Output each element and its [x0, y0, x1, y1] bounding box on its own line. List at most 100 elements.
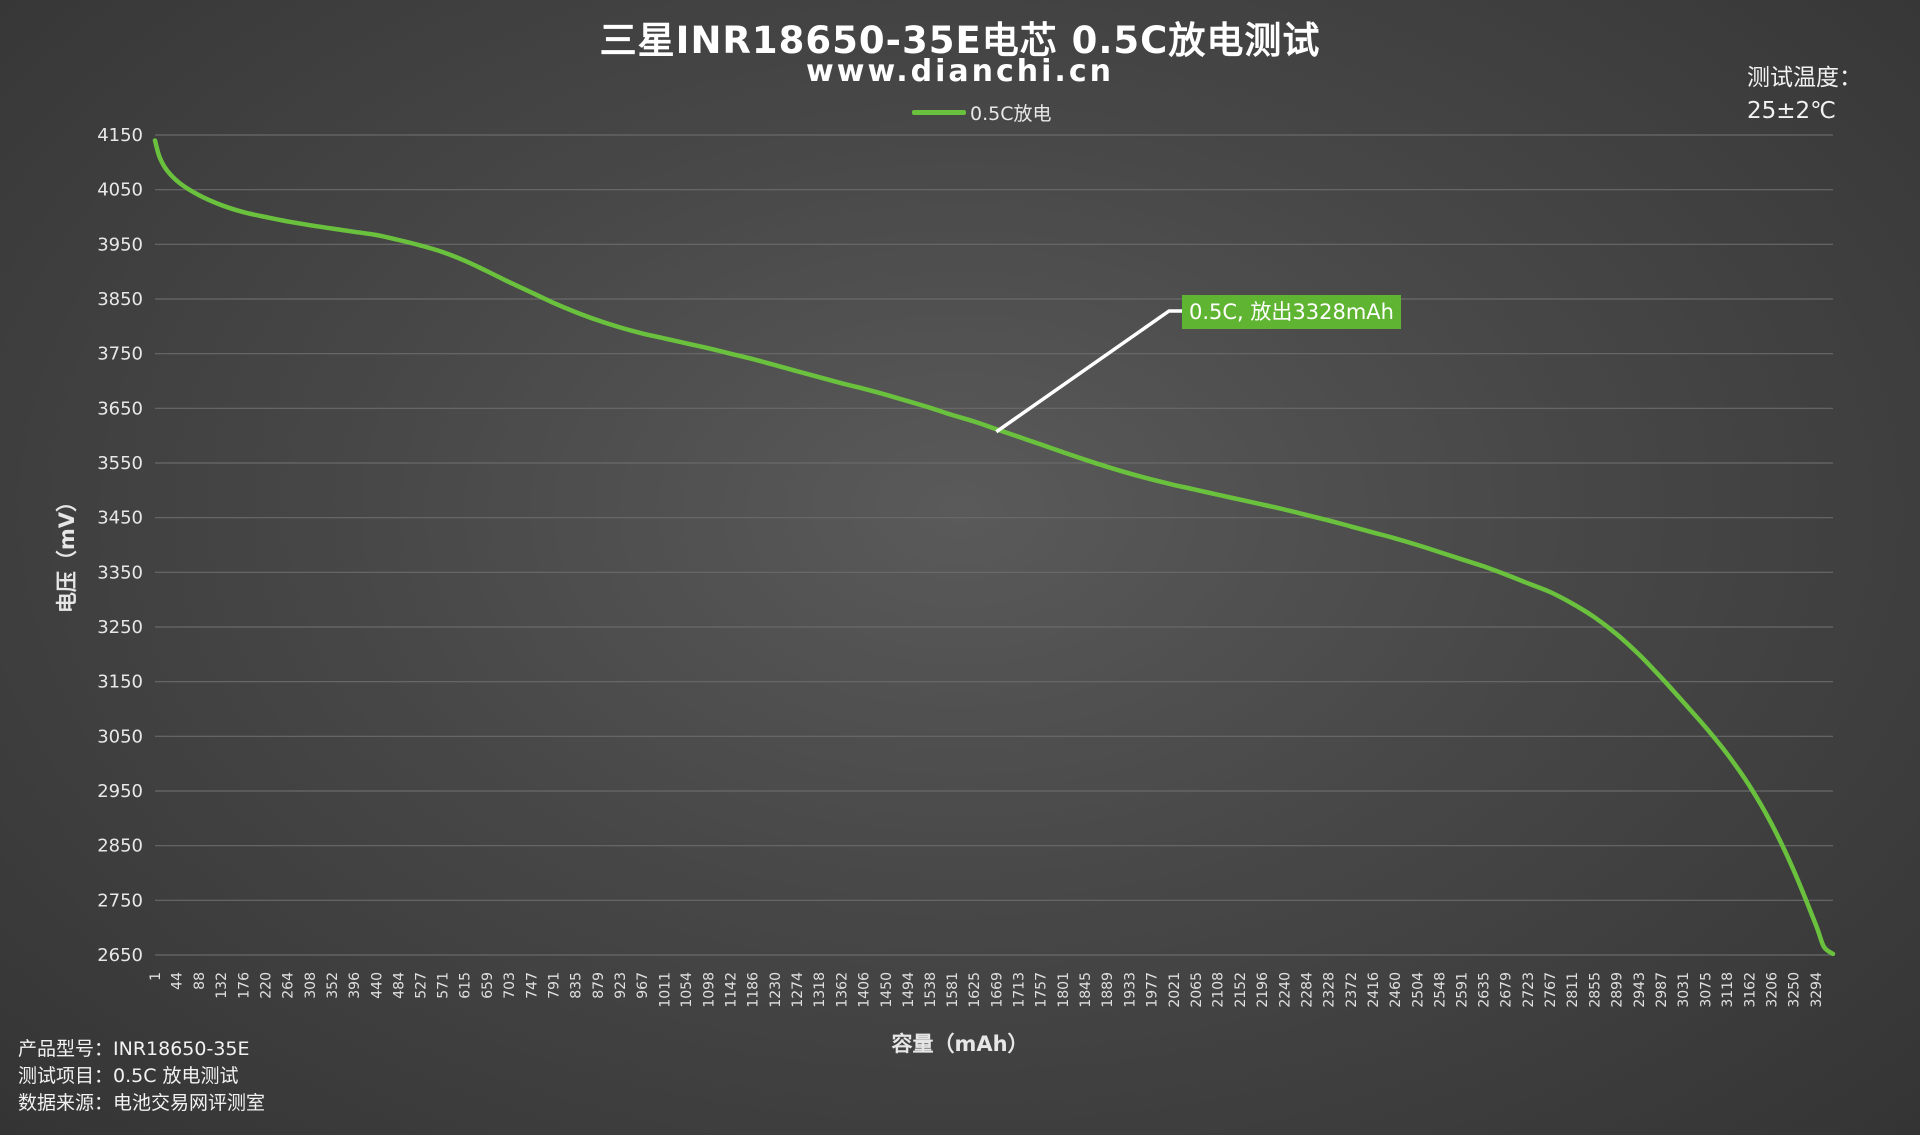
x-tick-label-2899: 2899 — [1610, 972, 1626, 1008]
x-tick-label-2943: 2943 — [1632, 972, 1648, 1008]
temperature-label: 测试温度： — [1747, 65, 1862, 91]
footer-model: 产品型号：INR18650-35E — [18, 1038, 250, 1060]
y-tick-label-4050: 4050 — [97, 180, 143, 201]
x-tick-label-527: 527 — [413, 972, 429, 999]
x-tick-label-132: 132 — [214, 972, 230, 999]
x-tick-label-1362: 1362 — [834, 972, 850, 1008]
x-tick-label-88: 88 — [192, 972, 208, 990]
x-tick-label-1845: 1845 — [1078, 972, 1094, 1008]
chart-title: 三星INR18650-35E电芯 0.5C放电测试 — [599, 19, 1321, 62]
x-tick-label-1318: 1318 — [812, 972, 828, 1008]
x-tick-label-2679: 2679 — [1499, 972, 1515, 1008]
y-tick-labels: 4150 4050 3950 3850 3750 3650 3550 3450 3350 3250… — [97, 125, 143, 966]
y-tick-label-3850: 3850 — [97, 289, 143, 310]
x-tick-label-835: 835 — [569, 972, 585, 999]
x-tick-label-2416: 2416 — [1366, 972, 1382, 1008]
x-axis-label: 容量（mAh） — [891, 1032, 1029, 1056]
annotation-callout: 0.5C, 放出3328mAh — [1182, 295, 1401, 329]
x-tick-label-352: 352 — [325, 972, 341, 999]
x-tick-label-3162: 3162 — [1742, 972, 1758, 1008]
y-tick-label-3250: 3250 — [97, 617, 143, 638]
y-tick-label-3550: 3550 — [97, 453, 143, 474]
temperature-note: 测试温度： 25±2℃ — [1747, 62, 1862, 128]
y-tick-label-4150: 4150 — [97, 125, 143, 146]
x-tick-label-747: 747 — [524, 972, 540, 999]
y-tick-label-2850: 2850 — [97, 836, 143, 857]
x-tick-label-1230: 1230 — [768, 972, 784, 1008]
x-tick-label-2855: 2855 — [1587, 972, 1603, 1008]
y-tick-label-2950: 2950 — [97, 781, 143, 802]
x-tick-label-2065: 2065 — [1189, 972, 1205, 1008]
x-tick-label-2460: 2460 — [1388, 972, 1404, 1008]
x-tick-label-2548: 2548 — [1433, 972, 1449, 1008]
x-tick-label-1054: 1054 — [679, 972, 695, 1008]
legend-label: 0.5C放电 — [970, 102, 1052, 125]
x-tick-label-1757: 1757 — [1034, 972, 1050, 1008]
x-tick-label-1933: 1933 — [1122, 972, 1138, 1008]
x-tick-label-44: 44 — [170, 972, 186, 990]
series-line-0 — [152, 138, 1836, 957]
x-tick-label-1098: 1098 — [701, 972, 717, 1008]
x-tick-label-2767: 2767 — [1543, 972, 1559, 1008]
x-tick-label-1011: 1011 — [657, 972, 673, 1008]
grid-lines — [155, 134, 1833, 956]
x-tick-label-791: 791 — [546, 972, 562, 999]
x-tick-label-703: 703 — [502, 972, 518, 999]
x-tick-label-1713: 1713 — [1011, 972, 1027, 1008]
x-tick-label-1889: 1889 — [1100, 972, 1116, 1008]
x-tick-label-396: 396 — [347, 972, 363, 999]
x-tick-label-440: 440 — [369, 972, 385, 999]
annotation-leader-line — [995, 309, 1182, 434]
annotation-leader — [995, 309, 1182, 434]
x-tick-label-220: 220 — [258, 972, 274, 999]
legend-swatch — [912, 109, 966, 115]
x-tick-label-571: 571 — [435, 972, 451, 999]
x-tick-label-1406: 1406 — [857, 972, 873, 1008]
x-tick-label-264: 264 — [281, 972, 297, 999]
y-tick-label-3650: 3650 — [97, 398, 143, 419]
x-tick-label-615: 615 — [458, 972, 474, 999]
y-tick-label-3350: 3350 — [97, 562, 143, 583]
x-tick-label-3250: 3250 — [1787, 972, 1803, 1008]
x-tick-label-3294: 3294 — [1809, 972, 1825, 1008]
x-tick-label-3031: 3031 — [1676, 972, 1692, 1008]
x-tick-label-2284: 2284 — [1299, 972, 1315, 1008]
legend: 0.5C放电 — [912, 99, 1051, 125]
x-tick-label-1: 1 — [148, 972, 164, 981]
x-tick-label-2987: 2987 — [1654, 972, 1670, 1008]
x-tick-label-2152: 2152 — [1233, 972, 1249, 1008]
x-tick-label-1538: 1538 — [923, 972, 939, 1008]
x-tick-label-1186: 1186 — [746, 972, 762, 1008]
x-tick-label-2372: 2372 — [1344, 972, 1360, 1008]
x-tick-label-923: 923 — [613, 972, 629, 999]
x-tick-label-2811: 2811 — [1565, 972, 1581, 1008]
x-tick-label-1581: 1581 — [945, 972, 961, 1008]
x-tick-label-308: 308 — [303, 972, 319, 999]
x-tick-label-1669: 1669 — [989, 972, 1005, 1008]
x-tick-label-879: 879 — [591, 972, 607, 999]
y-tick-label-3750: 3750 — [97, 344, 143, 365]
y-tick-label-2650: 2650 — [97, 945, 143, 966]
x-tick-label-3206: 3206 — [1764, 972, 1780, 1008]
x-tick-label-2504: 2504 — [1410, 972, 1426, 1008]
x-tick-label-1801: 1801 — [1056, 972, 1072, 1008]
x-tick-label-2196: 2196 — [1255, 972, 1271, 1008]
x-tick-label-2328: 2328 — [1322, 972, 1338, 1008]
y-tick-label-2750: 2750 — [97, 890, 143, 911]
x-tick-label-2108: 2108 — [1211, 972, 1227, 1008]
x-tick-label-3118: 3118 — [1720, 972, 1736, 1008]
x-tick-label-1142: 1142 — [723, 972, 739, 1008]
x-tick-label-1450: 1450 — [879, 972, 895, 1008]
x-tick-label-176: 176 — [236, 972, 252, 999]
x-tick-labels: 1 44 88 132 176 220 264 308 352 396 440 484 527 571 61… — [148, 972, 1825, 1008]
x-tick-label-2021: 2021 — [1167, 972, 1183, 1008]
x-tick-label-1625: 1625 — [967, 972, 983, 1008]
footer-info: 产品型号：INR18650-35E 测试项目：0.5C 放电测试 数据来源：电池… — [18, 1036, 265, 1117]
x-tick-label-2635: 2635 — [1476, 972, 1492, 1008]
x-tick-label-484: 484 — [392, 972, 408, 999]
x-tick-label-1977: 1977 — [1145, 972, 1161, 1008]
temperature-value: 25±2℃ — [1747, 98, 1837, 124]
x-tick-label-1274: 1274 — [790, 972, 806, 1008]
footer-test-item: 测试项目：0.5C 放电测试 — [18, 1065, 239, 1087]
